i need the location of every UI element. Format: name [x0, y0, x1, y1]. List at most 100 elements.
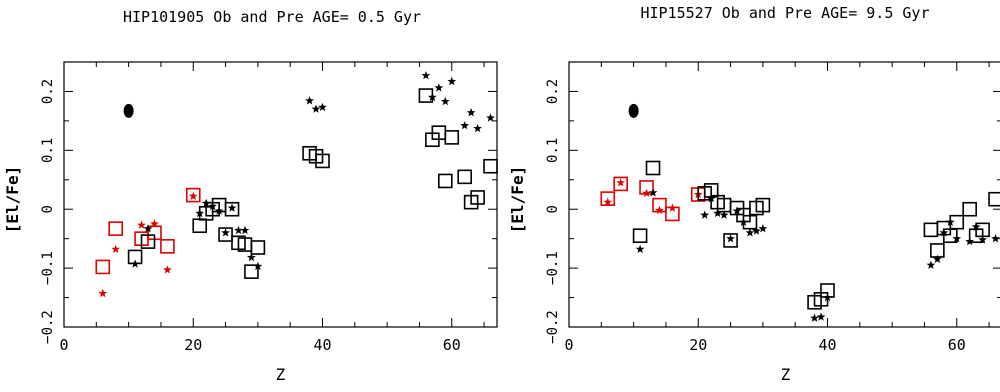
black-star-point [939, 228, 949, 237]
black-star-point [971, 222, 981, 231]
black-square-point [218, 227, 233, 242]
black-star-point [434, 83, 444, 92]
black-square-point [962, 201, 977, 217]
red-star-point [111, 244, 121, 253]
red-square-point [600, 191, 616, 206]
reference-point [628, 103, 639, 118]
y-tick-label: −0.1 [545, 251, 561, 285]
red-star-point [616, 178, 626, 187]
black-star-point [208, 201, 217, 210]
black-star-point [816, 312, 826, 321]
black-star-point [460, 121, 470, 130]
black-square-point [645, 160, 661, 176]
black-star-point [758, 224, 768, 233]
black-star-point [305, 96, 314, 105]
red-square-point [160, 239, 175, 254]
red-square-point [108, 221, 124, 236]
black-star-point [745, 228, 755, 237]
black-star-point [201, 198, 211, 208]
black-square-point [192, 218, 208, 234]
black-star-point [195, 208, 205, 218]
black-square-point [244, 264, 259, 279]
black-star-point [130, 259, 140, 268]
black-star-point [700, 210, 710, 219]
black-star-point [952, 234, 962, 243]
red-star-point [188, 191, 198, 200]
black-star-point [713, 208, 722, 218]
y-tick-label: −0.2 [40, 310, 56, 344]
black-square-point [483, 158, 498, 174]
x-tick-label: 40 [818, 336, 836, 354]
black-star-point [447, 76, 457, 86]
y-tick-label: 0 [545, 205, 561, 213]
black-star-point [221, 228, 230, 237]
black-square-point [470, 190, 485, 205]
black-square-point [437, 173, 453, 189]
black-square-point [224, 201, 240, 217]
black-star-point [240, 225, 250, 235]
y-axis-label: [El/Fe] [508, 166, 527, 233]
chart-title: HIP101905 Ob and Pre AGE= 0.5 Gyr [123, 8, 421, 26]
y-axis-label: [El/Fe] [3, 166, 22, 233]
black-star-point [318, 102, 327, 112]
black-star-point [965, 237, 975, 246]
black-star-point [253, 261, 263, 271]
black-square-point [457, 169, 472, 185]
black-square-point [923, 222, 939, 238]
red-star-point [642, 188, 651, 197]
red-star-point [137, 220, 146, 229]
black-star-point [945, 217, 955, 226]
plot-frame [568, 61, 1000, 328]
x-tick-label: 20 [689, 336, 707, 354]
black-square-point [140, 234, 156, 249]
red-star-point [163, 265, 172, 274]
black-star-point [473, 123, 482, 133]
y-tick-label: 0.1 [40, 138, 56, 163]
black-star-point [635, 244, 645, 253]
black-star-point [978, 235, 987, 244]
black-star-point [726, 234, 735, 243]
red-square-point [185, 187, 201, 203]
black-square-point [632, 228, 648, 244]
y-tick-label: 0.2 [545, 79, 561, 104]
x-tick-label: 60 [443, 336, 461, 354]
black-square-point [988, 191, 1000, 207]
black-star-point [823, 293, 832, 302]
x-tick-label: 0 [59, 336, 68, 354]
black-star-point [739, 217, 748, 226]
black-star-point [486, 113, 495, 122]
red-star-point [603, 197, 613, 206]
red-star-point [98, 288, 108, 298]
x-tick-label: 20 [184, 336, 202, 354]
y-tick-label: 0.1 [545, 138, 561, 163]
black-star-point [227, 203, 237, 212]
y-tick-label: −0.2 [545, 310, 561, 344]
black-star-point [926, 260, 936, 269]
black-square-point [315, 153, 330, 169]
black-star-point [311, 104, 321, 113]
black-star-point [752, 226, 761, 235]
black-square-point [755, 197, 771, 213]
black-star-point [991, 234, 1000, 243]
x-tick-label: 60 [948, 336, 966, 354]
black-star-point [247, 252, 256, 262]
y-tick-label: 0.2 [40, 79, 56, 104]
black-star-point [234, 225, 243, 235]
chart-title: HIP15527 Ob and Pre AGE= 9.5 Gyr [641, 4, 930, 22]
black-star-point [732, 206, 742, 215]
y-tick-label: −0.1 [40, 251, 56, 285]
black-star-point [706, 194, 716, 203]
x-tick-label: 40 [313, 336, 331, 354]
black-star-point [428, 92, 437, 102]
black-star-point [933, 254, 942, 263]
black-star-point [143, 224, 153, 233]
black-star-point [648, 188, 658, 197]
red-star-point [150, 219, 159, 228]
plot-frame [63, 61, 498, 328]
black-square-point [250, 240, 266, 255]
black-star-point [214, 206, 224, 215]
black-square-point [723, 233, 738, 248]
red-star-point [668, 203, 677, 212]
